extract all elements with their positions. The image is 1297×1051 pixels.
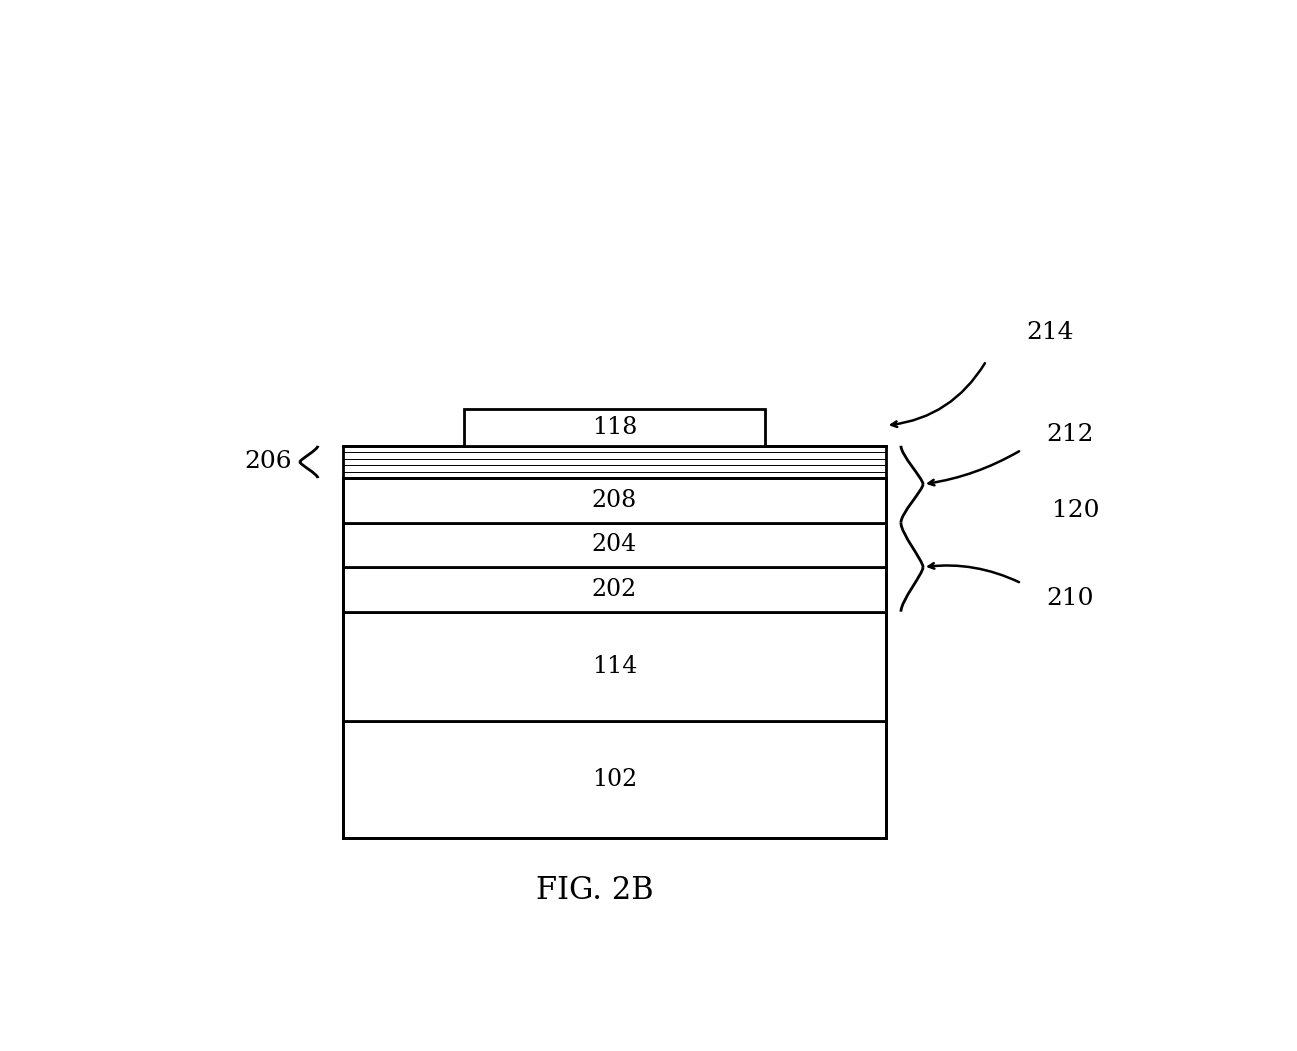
Bar [342,522,886,568]
Text: 214: 214 [1026,321,1074,344]
Text: 212: 212 [1047,423,1095,446]
Text: 210: 210 [1047,588,1095,611]
Bar [342,568,886,612]
Bar [342,721,886,839]
Text: 202: 202 [591,578,637,601]
Text: 118: 118 [591,416,637,439]
Bar [342,612,886,721]
Text: FIG. 2B: FIG. 2B [536,875,654,906]
Text: 120: 120 [1052,499,1099,522]
Bar [342,446,886,839]
Bar [342,478,886,522]
Text: 102: 102 [591,768,637,791]
Text: 208: 208 [591,489,637,512]
Bar [463,409,765,446]
Text: 204: 204 [591,534,637,556]
Text: 206: 206 [244,451,292,473]
Text: 114: 114 [591,655,637,678]
